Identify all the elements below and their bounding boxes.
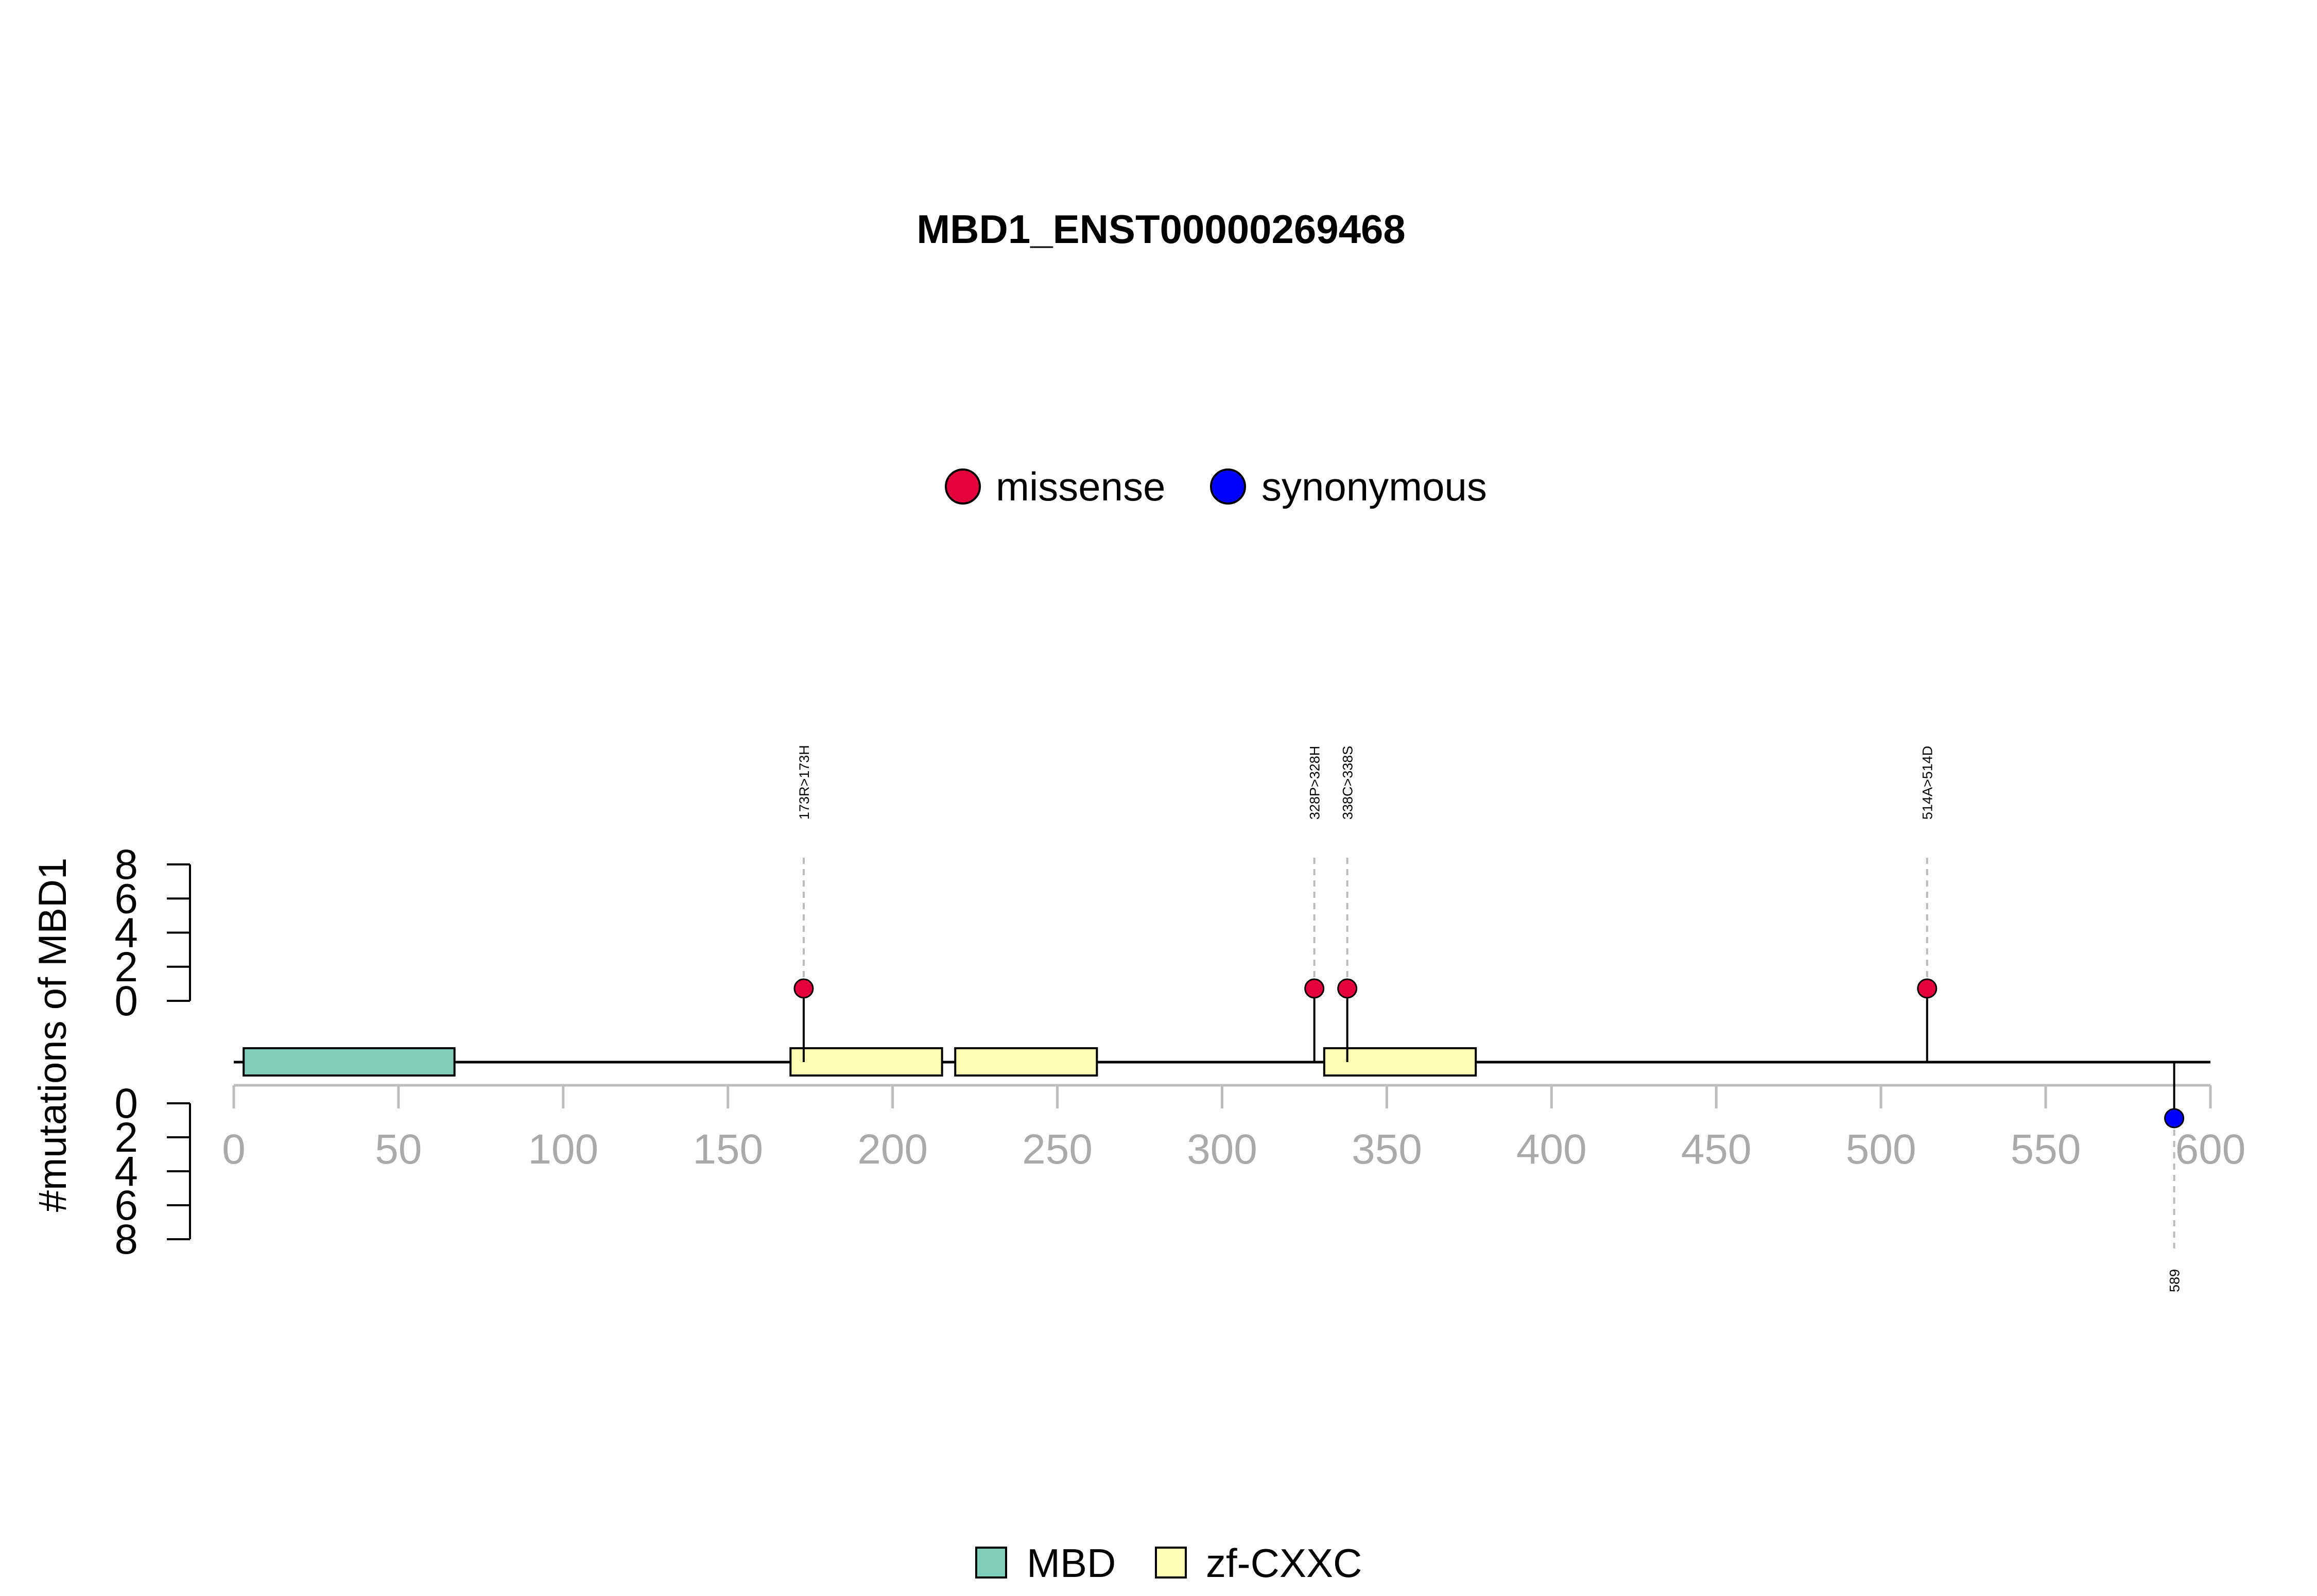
y-tick-label: 8	[114, 841, 138, 888]
legend-label-synonymous: synonymous	[1261, 464, 1487, 509]
mutation-label: 338C>338S	[1340, 746, 1356, 820]
x-tick-label: 550	[2011, 1126, 2081, 1173]
x-tick-label: 200	[857, 1126, 928, 1173]
domain-zf-CXXC	[789, 1047, 943, 1077]
domain-MBD	[243, 1047, 456, 1077]
y-tick-label: 6	[114, 1182, 138, 1229]
mutation-point	[1917, 978, 1938, 999]
chart-title: MBD1_ENST00000269468	[917, 206, 1406, 252]
mutation-point	[793, 978, 814, 999]
mutation-label: 173R>173H	[797, 745, 812, 820]
domain-track	[243, 1047, 1477, 1077]
y-tick-label: 0	[114, 1080, 138, 1127]
x-tick-label: 600	[2175, 1126, 2246, 1173]
x-tick-label: 500	[1846, 1126, 1916, 1173]
x-tick-label: 400	[1516, 1126, 1587, 1173]
mutation-legend: missense synonymous	[945, 464, 1487, 509]
legend-label-missense: missense	[996, 464, 1165, 509]
y-tick-label: 4	[114, 1148, 138, 1195]
y-tick-label: 6	[114, 875, 138, 922]
x-tick-label: 300	[1187, 1126, 1257, 1173]
legend-label-MBD: MBD	[1027, 1540, 1116, 1586]
mutation-point	[1337, 978, 1358, 999]
mutation-lollipops: 173R>173H 328P>328H 338C>338S 514A>514D 589	[793, 745, 2185, 1292]
y-tick-label: 2	[114, 944, 138, 991]
domain-zf-CXXC	[954, 1047, 1098, 1077]
mutation-label: 514A>514D	[1920, 746, 1935, 820]
legend-marker-missense	[945, 469, 981, 505]
y-axis-label: #mutations of MBD1	[31, 858, 75, 1212]
mutation-label: 589	[2167, 1269, 2183, 1292]
x-tick-label: 150	[693, 1126, 763, 1173]
mutation-label: 328P>328H	[1307, 746, 1323, 820]
legend-label-zf-CXXC: zf-CXXC	[1206, 1540, 1362, 1586]
domain-legend: MBD zf-CXXC	[975, 1540, 1362, 1586]
x-tick-label: 100	[528, 1126, 598, 1173]
mutation-point	[2164, 1108, 2185, 1129]
y-tick-label: 2	[114, 1114, 138, 1161]
mutation-point	[1304, 978, 1325, 999]
x-tick-label: 350	[1352, 1126, 1422, 1173]
x-tick-label: 0	[222, 1126, 246, 1173]
legend-swatch-MBD	[975, 1547, 1007, 1578]
legend-swatch-zf-CXXC	[1155, 1547, 1187, 1578]
x-tick-label: 250	[1022, 1126, 1093, 1173]
y-tick-label: 4	[114, 910, 138, 957]
x-tick-label: 50	[375, 1126, 422, 1173]
x-axis: 0 50 100 150 200 250 300 350 400 450 500 550 600	[222, 1084, 2246, 1173]
y-tick-label: 8	[114, 1216, 138, 1263]
domain-zf-CXXC	[1323, 1047, 1477, 1077]
legend-marker-synonymous	[1210, 469, 1246, 505]
y-tick-label: 0	[114, 978, 138, 1025]
x-tick-label: 450	[1681, 1126, 1752, 1173]
